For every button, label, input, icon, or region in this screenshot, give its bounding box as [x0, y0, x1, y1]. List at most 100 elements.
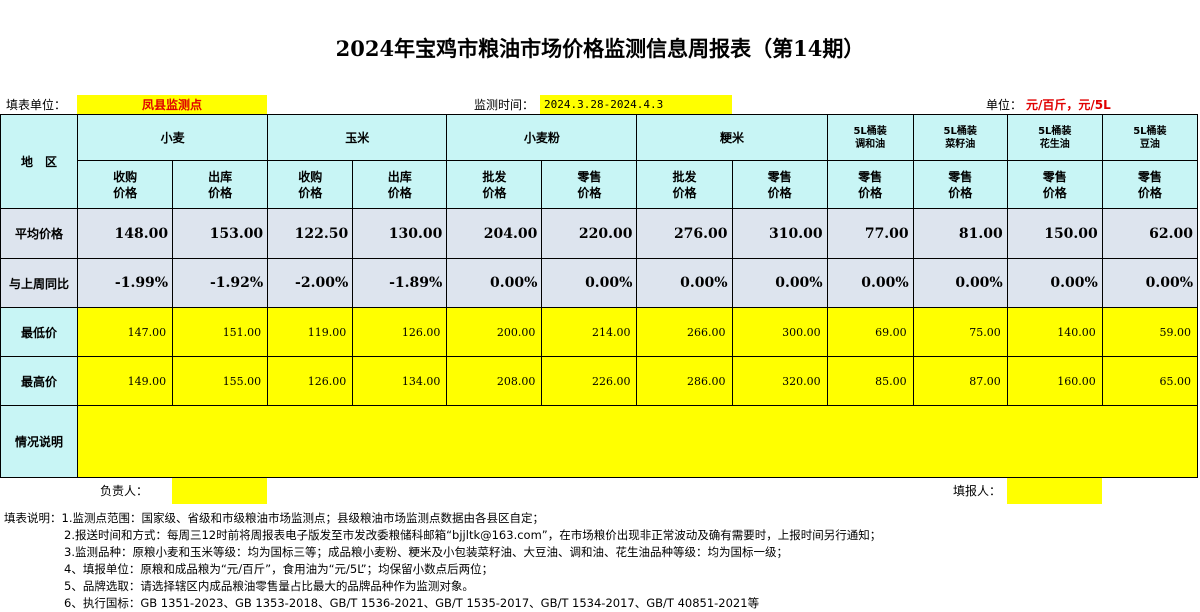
area-header: 地 区 [0, 114, 79, 209]
oil-header: 5L桶装 花生油 [1006, 114, 1103, 161]
value-cell: 65.00 [1101, 356, 1199, 406]
notes-label: 情况说明 [0, 405, 79, 478]
value-cell: 0.00% [731, 258, 828, 308]
value-cell: 310.00 [731, 208, 828, 259]
sub-header: 零售 价格 [826, 160, 914, 209]
row-label: 与上周同比 [0, 258, 79, 308]
value-cell: 148.00 [77, 208, 174, 259]
unit-label: 填表单位： [6, 98, 67, 112]
report-meta: 填表单位： 凤县监测点 监测时间： 2024.3.28-2024.4.3 单位：… [0, 95, 1200, 115]
group-header: 玉米 [267, 114, 448, 161]
max-price-row: 最高价 149.00 155.00 126.00 134.00 208.00 226.00 2… [0, 356, 1199, 406]
reporter-label: 填报人： [953, 484, 1002, 498]
value-cell: 126.00 [352, 307, 448, 357]
sub-header: 收购 价格 [77, 160, 174, 209]
instruction-line: 3.监测品种：原粮小麦和玉米等级：均为国标三等；成品粮小麦粉、粳米及小包装菜籽油… [64, 545, 788, 559]
value-cell: 149.00 [77, 356, 174, 406]
value-cell: 155.00 [172, 356, 269, 406]
value-cell: 286.00 [636, 356, 733, 406]
instruction-line: 6、执行国标：GB 1351-2023、GB 1353-2018、GB/T 15… [64, 596, 760, 610]
value-cell: 0.00% [826, 258, 914, 308]
value-cell: 62.00 [1101, 208, 1199, 259]
value-cell: 69.00 [826, 307, 914, 357]
value-cell: 153.00 [172, 208, 269, 259]
price-table: 地 区 小麦 玉米 小麦粉 粳米 5L桶装 调和油 5L桶装 菜籽油 5L桶装 花生油… [0, 114, 1199, 478]
notes-content [77, 405, 1198, 478]
sub-header: 批发 价格 [446, 160, 543, 209]
value-cell: 134.00 [352, 356, 448, 406]
value-cell: 276.00 [636, 208, 733, 259]
value-cell: -1.99% [77, 258, 174, 308]
value-cell: 0.00% [446, 258, 543, 308]
unit-value: 凤县监测点 [77, 95, 267, 115]
value-cell: 266.00 [636, 307, 733, 357]
sub-header: 收购 价格 [267, 160, 354, 209]
sub-header: 零售 价格 [541, 160, 638, 209]
header-row-1: 地 区 小麦 玉米 小麦粉 粳米 5L桶装 调和油 5L桶装 菜籽油 5L桶装 花生油… [0, 114, 1199, 209]
value-cell: 200.00 [446, 307, 543, 357]
value-cell: 0.00% [541, 258, 638, 308]
value-cell: 320.00 [731, 356, 828, 406]
value-cell: 147.00 [77, 307, 174, 357]
oil-header: 5L桶装 调和油 [826, 114, 914, 161]
value-cell: 59.00 [1101, 307, 1199, 357]
signature-bar: 负责人： 填报人： [0, 478, 1200, 504]
value-cell: 151.00 [172, 307, 269, 357]
row-label: 最低价 [0, 307, 79, 357]
value-cell: 220.00 [541, 208, 638, 259]
sub-header: 零售 价格 [1006, 160, 1103, 209]
value-cell: 0.00% [912, 258, 1008, 308]
avg-price-row: 平均价格 148.00 153.00 122.50 130.00 204.00 220.00… [0, 208, 1199, 259]
instruction-line: 5、品牌选取：请选择辖区内成品粮油零售量占比最大的品牌品种作为监测对象。 [64, 579, 474, 593]
sub-header: 批发 价格 [636, 160, 733, 209]
min-price-row: 最低价 147.00 151.00 119.00 126.00 200.00 214.00 2… [0, 307, 1199, 357]
value-cell: 81.00 [912, 208, 1008, 259]
value-cell: 0.00% [1101, 258, 1199, 308]
measure-label: 单位： [986, 98, 1023, 112]
group-header: 小麦 [77, 114, 269, 161]
notes-row: 情况说明 [0, 405, 1198, 478]
sub-header: 零售 价格 [731, 160, 828, 209]
value-cell: 75.00 [912, 307, 1008, 357]
header-row-2: 收购 价格 出库 价格 收购 价格 出库 价格 批发 价格 零售 价格 批发 价格 零售 价格 零售 价格 零售 价格… [1, 160, 1199, 209]
value-cell: 119.00 [267, 307, 354, 357]
value-cell: 0.00% [636, 258, 733, 308]
group-header: 粳米 [636, 114, 828, 161]
responsible-field [172, 478, 267, 504]
time-label: 监测时间： [474, 98, 535, 112]
value-cell: 300.00 [731, 307, 828, 357]
value-cell: 87.00 [912, 356, 1008, 406]
oil-header: 5L桶装 豆油 [1101, 114, 1199, 161]
value-cell: 0.00% [1006, 258, 1103, 308]
sub-header: 出库 价格 [172, 160, 269, 209]
value-cell: 140.00 [1006, 307, 1103, 357]
instruction-line: 2.报送时间和方式：每周三12时前将周报表电子版发至市发改委粮储科邮箱“bjjl… [64, 528, 882, 542]
value-cell: 85.00 [826, 356, 914, 406]
row-label: 平均价格 [0, 208, 79, 259]
value-cell: -1.89% [352, 258, 448, 308]
instruction-line: 填表说明：1.监测点范围：国家级、省级和市级粮油市场监测点；县级粮油市场监测点数… [4, 511, 544, 525]
sub-header: 零售 价格 [912, 160, 1008, 209]
value-cell: 130.00 [352, 208, 448, 259]
responsible-label: 负责人： [100, 484, 149, 498]
value-cell: -1.92% [172, 258, 269, 308]
oil-header: 5L桶装 菜籽油 [912, 114, 1008, 161]
time-value: 2024.3.28-2024.4.3 [540, 95, 732, 115]
value-cell: 226.00 [541, 356, 638, 406]
reporter-field [1007, 478, 1102, 504]
instructions: 填表说明：1.监测点范围：国家级、省级和市级粮油市场监测点；县级粮油市场监测点数… [4, 510, 1200, 612]
value-cell: 214.00 [541, 307, 638, 357]
report-title: 2024年宝鸡市粮油市场价格监测信息周报表（第14期） [335, 35, 865, 61]
value-cell: 122.50 [267, 208, 354, 259]
value-cell: -2.00% [267, 258, 354, 308]
sub-header: 零售 价格 [1101, 160, 1199, 209]
measure-value: 元/百斤，元/5L [1026, 98, 1111, 112]
value-cell: 77.00 [826, 208, 914, 259]
group-header: 小麦粉 [446, 114, 638, 161]
yoy-row: 与上周同比 -1.99% -1.92% -2.00% -1.89% 0.00% 0.00% 0… [0, 258, 1199, 308]
value-cell: 208.00 [446, 356, 543, 406]
value-cell: 204.00 [446, 208, 543, 259]
sub-header: 出库 价格 [352, 160, 448, 209]
value-cell: 150.00 [1006, 208, 1103, 259]
instruction-line: 4、填报单位：原粮和成品粮为“元/百斤”，食用油为“元/5L”；均保留小数点后两… [64, 562, 494, 576]
